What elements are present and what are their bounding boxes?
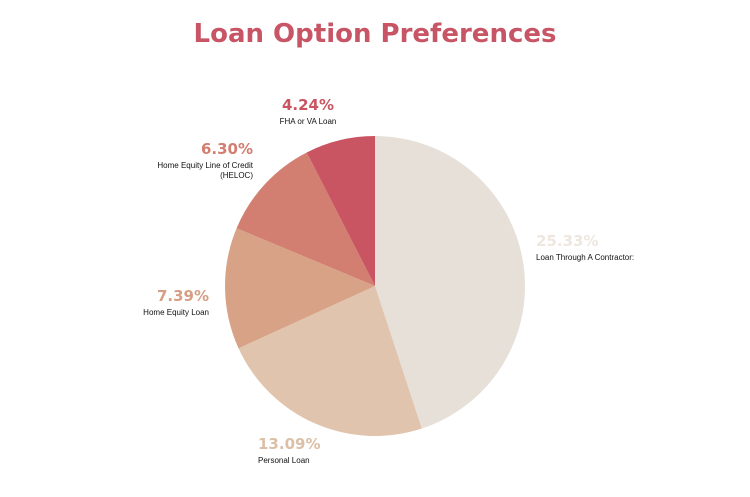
slice-value-label-2: 13.09% (258, 435, 320, 453)
slice-value-label-1: 25.33% (536, 232, 598, 250)
pie-labels: 25.33% Loan Through A Contractor: 13.09% Pe… (143, 96, 634, 465)
slice-category-label-4-line-1: Home Equity Line of Credit (157, 161, 253, 170)
pie-slice-2 (238, 286, 422, 437)
slice-category-label-1: Loan Through A Contractor: (536, 253, 634, 262)
pie-slice-5 (306, 136, 375, 286)
slice-value-label-4: 6.30% (201, 140, 253, 158)
pie-slice-4 (236, 152, 375, 286)
chart-title: Loan Option Preferences (194, 19, 557, 49)
slice-category-label-3: Home Equity Loan (143, 308, 209, 317)
slice-value-label-5: 4.24% (282, 96, 334, 114)
slice-category-label-2: Personal Loan (258, 456, 310, 465)
slice-category-label-4-line-2: (HELOC) (220, 171, 253, 180)
slice-category-label-5: FHA or VA Loan (280, 117, 337, 126)
pie-slice-3 (224, 228, 375, 349)
pie-slices (224, 136, 526, 437)
slice-value-label-3: 7.39% (157, 287, 209, 305)
pie-slice-1 (375, 136, 526, 429)
